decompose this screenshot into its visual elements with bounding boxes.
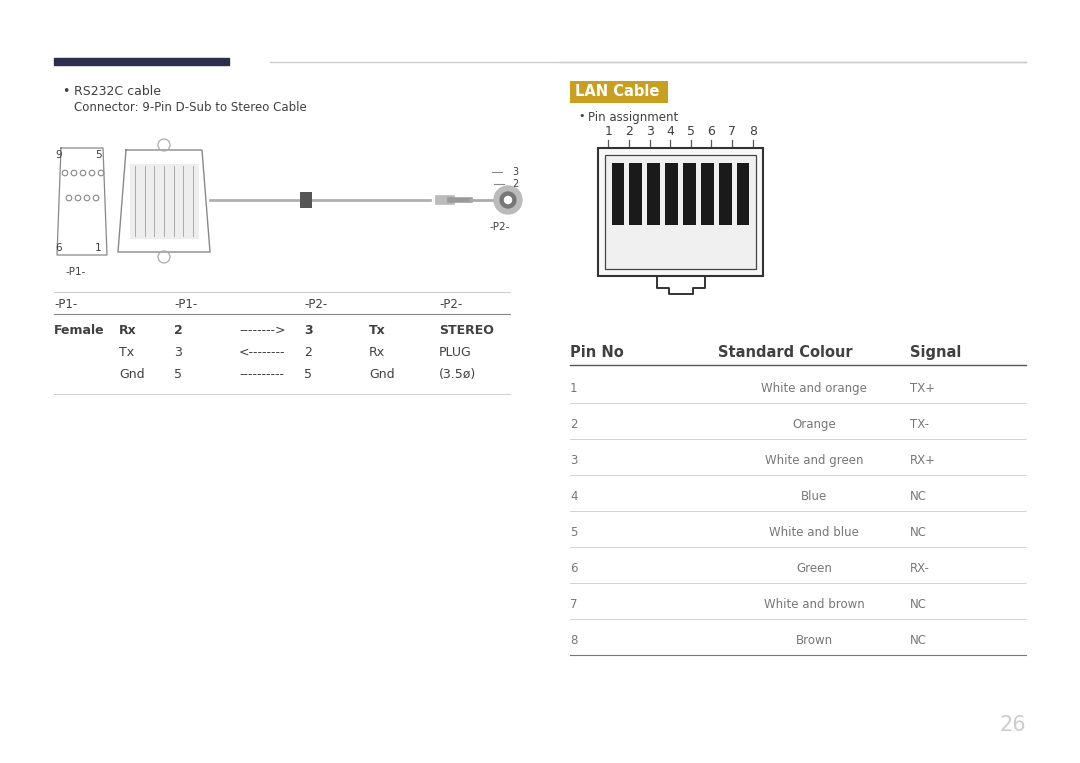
Text: NC: NC: [910, 526, 927, 539]
Bar: [300, 192, 312, 208]
Text: Pin No: Pin No: [570, 345, 624, 360]
Text: -P1-: -P1-: [54, 298, 78, 311]
Text: 8: 8: [570, 634, 578, 647]
Text: -P2-: -P2-: [438, 298, 462, 311]
Bar: [611, 163, 624, 225]
Bar: [630, 163, 643, 225]
Bar: [719, 163, 731, 225]
Text: 4: 4: [666, 125, 674, 138]
Bar: [54, 58, 229, 65]
Bar: [130, 164, 198, 238]
Text: RX-: RX-: [910, 562, 930, 575]
Text: 7: 7: [728, 125, 737, 138]
Text: 3: 3: [174, 346, 181, 359]
Text: 5: 5: [687, 125, 694, 138]
Text: 5: 5: [174, 368, 183, 381]
Text: -P1-: -P1-: [65, 267, 85, 277]
Text: 6: 6: [707, 125, 715, 138]
Text: Gnd: Gnd: [369, 368, 394, 381]
Text: White and orange: White and orange: [761, 382, 867, 395]
Text: (3.5ø): (3.5ø): [438, 368, 476, 381]
Text: Blue: Blue: [801, 490, 827, 503]
Text: 1: 1: [95, 243, 102, 253]
Text: Rx: Rx: [369, 346, 386, 359]
Bar: [683, 163, 696, 225]
Text: 2: 2: [174, 324, 183, 337]
Bar: [647, 163, 660, 225]
Text: LAN Cable: LAN Cable: [575, 85, 660, 99]
Text: 2: 2: [625, 125, 633, 138]
Circle shape: [500, 192, 516, 208]
Text: NC: NC: [910, 634, 927, 647]
Bar: [737, 163, 750, 225]
Text: ----------: ----------: [239, 368, 284, 381]
Text: Signal: Signal: [910, 345, 961, 360]
Text: TX-: TX-: [910, 418, 929, 431]
Text: 3: 3: [512, 167, 518, 177]
Text: 1: 1: [512, 191, 518, 201]
Text: Green: Green: [796, 562, 832, 575]
Bar: [598, 148, 762, 276]
Text: White and brown: White and brown: [764, 598, 864, 611]
Text: Rx: Rx: [119, 324, 137, 337]
Text: White and blue: White and blue: [769, 526, 859, 539]
Text: 3: 3: [303, 324, 312, 337]
Text: <--------: <--------: [239, 346, 285, 359]
Text: PLUG: PLUG: [438, 346, 472, 359]
Text: STEREO: STEREO: [438, 324, 494, 337]
Text: Female: Female: [54, 324, 105, 337]
Text: RX+: RX+: [910, 454, 936, 467]
Text: 1: 1: [570, 382, 578, 395]
Text: 2: 2: [570, 418, 578, 431]
Text: •: •: [62, 85, 69, 98]
Text: NC: NC: [910, 598, 927, 611]
Text: -P2-: -P2-: [303, 298, 327, 311]
Text: 26: 26: [999, 715, 1026, 735]
Text: 6: 6: [55, 243, 62, 253]
Text: Gnd: Gnd: [119, 368, 145, 381]
Text: Pin assignment: Pin assignment: [588, 111, 678, 124]
Text: Orange: Orange: [792, 418, 836, 431]
Text: Brown: Brown: [796, 634, 833, 647]
Text: 5: 5: [95, 150, 102, 160]
Circle shape: [494, 186, 522, 214]
Text: 5: 5: [570, 526, 578, 539]
Text: 9: 9: [55, 150, 62, 160]
Bar: [665, 163, 678, 225]
Text: RS232C cable: RS232C cable: [75, 85, 161, 98]
Text: 2: 2: [512, 179, 518, 189]
Text: 3: 3: [570, 454, 578, 467]
Text: 8: 8: [748, 125, 757, 138]
Bar: [701, 163, 714, 225]
Text: 2: 2: [303, 346, 312, 359]
Text: -------->: -------->: [239, 324, 285, 337]
Bar: [605, 155, 756, 269]
Text: -P2-: -P2-: [490, 222, 511, 232]
Text: 6: 6: [570, 562, 578, 575]
Text: -P1-: -P1-: [174, 298, 198, 311]
Text: 7: 7: [570, 598, 578, 611]
Text: Standard Colour: Standard Colour: [718, 345, 852, 360]
Text: White and green: White and green: [765, 454, 863, 467]
Text: Connector: 9-Pin D-Sub to Stereo Cable: Connector: 9-Pin D-Sub to Stereo Cable: [75, 101, 307, 114]
Text: 3: 3: [646, 125, 653, 138]
Text: NC: NC: [910, 490, 927, 503]
Text: 1: 1: [605, 125, 612, 138]
Text: TX+: TX+: [910, 382, 935, 395]
Text: Tx: Tx: [369, 324, 386, 337]
Text: Tx: Tx: [119, 346, 134, 359]
Bar: [570, 81, 669, 103]
Text: •: •: [578, 111, 584, 121]
Circle shape: [504, 197, 512, 204]
Text: 5: 5: [303, 368, 312, 381]
Text: 4: 4: [570, 490, 578, 503]
